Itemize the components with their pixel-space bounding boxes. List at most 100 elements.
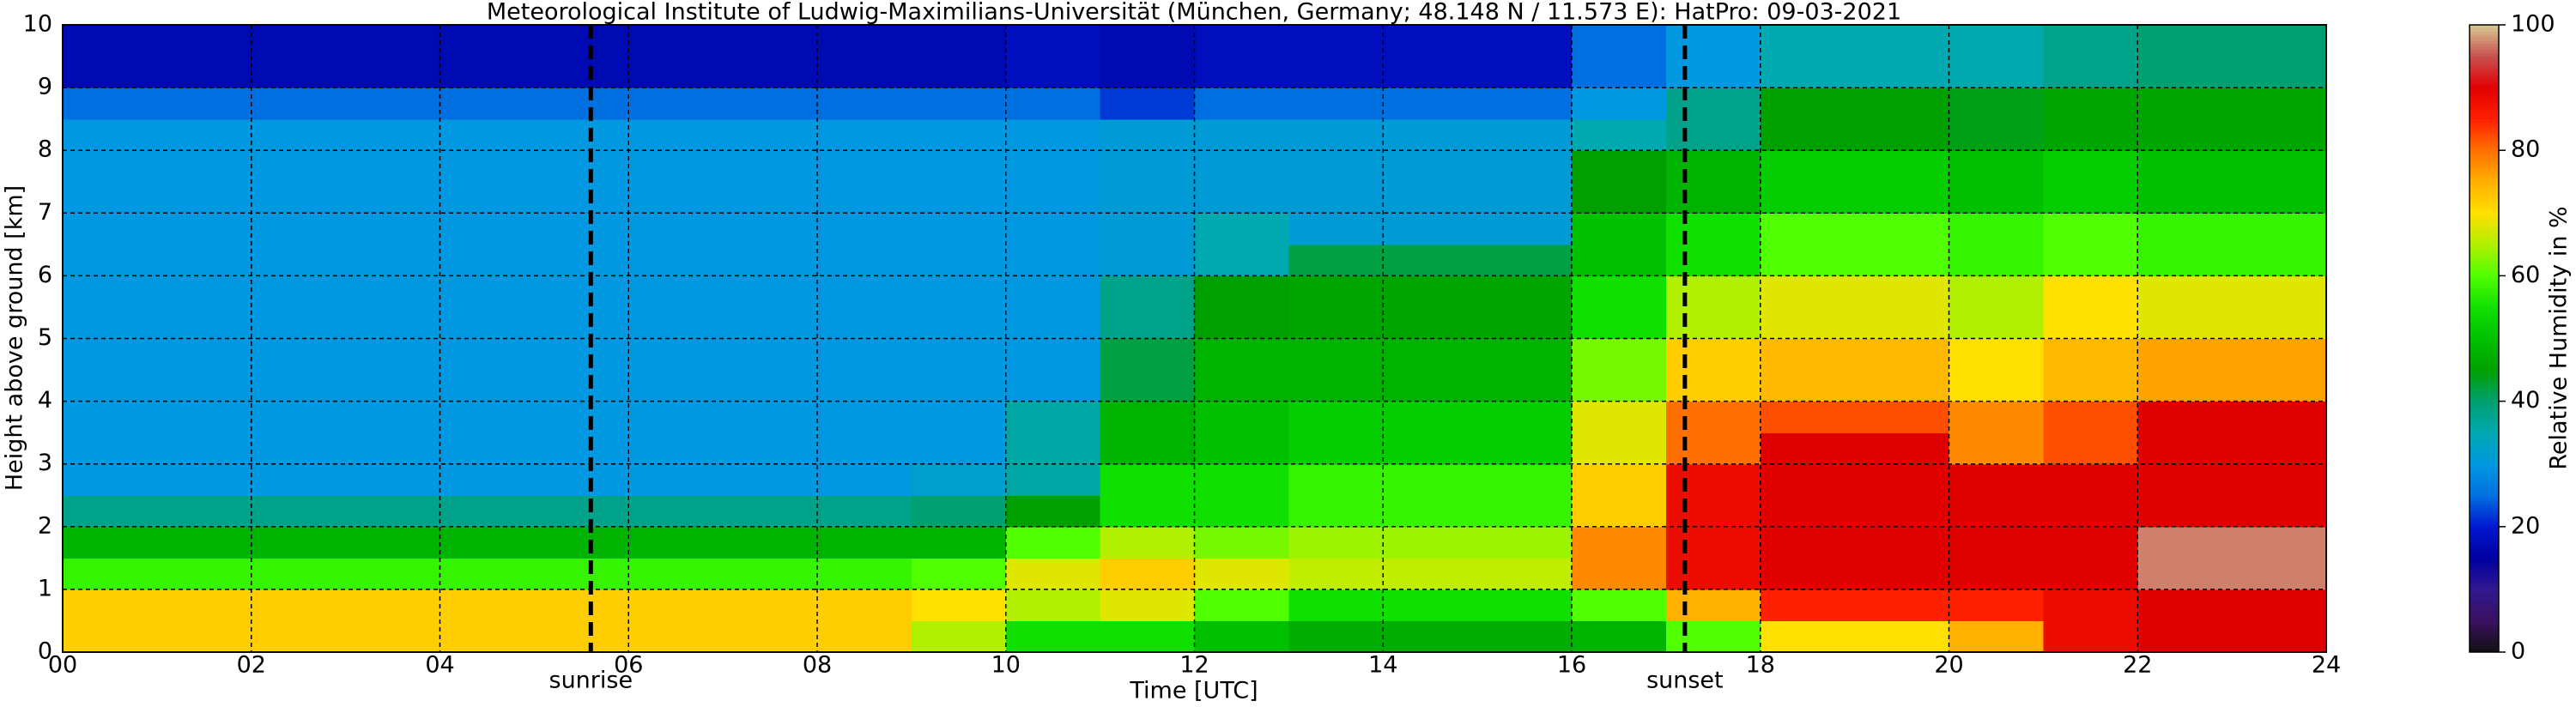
- heat-cell: [1477, 370, 1573, 402]
- heat-cell: [1665, 25, 1761, 57]
- colorbar-segment: [2470, 115, 2499, 120]
- heat-cell: [628, 25, 724, 57]
- heat-cell: [1665, 495, 1761, 528]
- heat-cell: [1949, 306, 2044, 340]
- heat-cell: [156, 306, 252, 340]
- heat-cell: [1477, 181, 1573, 214]
- heat-cell: [723, 25, 818, 57]
- colorbar-segment: [2470, 639, 2499, 644]
- colorbar-segment: [2470, 128, 2499, 132]
- y-tick-label: 10: [23, 11, 52, 38]
- colorbar-segment: [2470, 46, 2499, 51]
- heat-cell: [2232, 401, 2327, 433]
- heat-cell: [2137, 25, 2233, 57]
- colorbar-segment: [2470, 190, 2499, 195]
- heat-cell: [1949, 526, 2044, 559]
- heat-cell: [723, 213, 818, 245]
- heat-cell: [2232, 620, 2327, 653]
- colorbar-segment: [2470, 492, 2499, 496]
- heat-cell: [2137, 88, 2233, 120]
- heat-cell: [1477, 338, 1573, 371]
- colorbar-segment: [2470, 156, 2499, 160]
- heat-cell: [911, 589, 1007, 622]
- heat-cell: [2043, 401, 2138, 433]
- heat-cell: [911, 56, 1007, 88]
- colorbar-segment: [2470, 611, 2499, 615]
- heat-cell: [1760, 213, 1856, 245]
- plot-frame: [62, 24, 2327, 653]
- heat-cell: [1194, 370, 1289, 402]
- heat-cell: [251, 213, 347, 245]
- heat-cell: [817, 495, 912, 528]
- heat-cell: [817, 620, 912, 653]
- heat-cell: [1572, 244, 1667, 276]
- heat-cell: [1949, 88, 2044, 120]
- colorbar-segment: [2470, 410, 2499, 414]
- heat-cell: [1760, 370, 1856, 402]
- heat-cell: [1383, 275, 1478, 308]
- heat-cell: [1477, 244, 1573, 276]
- heat-cell: [723, 118, 818, 151]
- colorbar-segment: [2470, 586, 2499, 590]
- heat-cell: [723, 401, 818, 433]
- colorbar-segment: [2470, 272, 2499, 276]
- heat-cell: [1288, 338, 1384, 371]
- colorbar-segment: [2470, 376, 2499, 380]
- colorbar-segment: [2470, 232, 2499, 236]
- heat-cell: [1194, 25, 1289, 57]
- colorbar-segment: [2470, 624, 2499, 628]
- heat-cell: [1665, 558, 1761, 590]
- heat-cell: [1194, 181, 1289, 214]
- colorbar-segment: [2470, 488, 2499, 493]
- x-tick-label: 00: [48, 652, 77, 679]
- colorbar-segment: [2470, 225, 2499, 230]
- heat-cell: [1288, 88, 1384, 120]
- heat-cell: [1572, 558, 1667, 590]
- heat-cell: [63, 244, 158, 276]
- y-tick-label: 1: [38, 575, 52, 601]
- colorbar-segment: [2470, 50, 2499, 54]
- colorbar-segment: [2470, 605, 2499, 609]
- heat-cell: [1665, 56, 1761, 88]
- heat-cell: [439, 118, 535, 151]
- colorbar-segment: [2470, 137, 2499, 142]
- colorbar-segment: [2470, 122, 2499, 126]
- heat-cell: [1005, 338, 1101, 371]
- heat-cell: [1760, 620, 1856, 653]
- heat-cell: [2137, 495, 2233, 528]
- heat-cell: [723, 244, 818, 276]
- heat-cell: [1760, 401, 1856, 433]
- colorbar-segment: [2470, 37, 2499, 41]
- heat-cell: [1100, 150, 1196, 183]
- heat-cell: [439, 432, 535, 465]
- colorbar-segment: [2470, 118, 2499, 123]
- heat-cell: [63, 88, 158, 120]
- heat-cell: [2043, 526, 2138, 559]
- colorbar-segment: [2470, 372, 2499, 377]
- heat-cell: [1100, 463, 1196, 496]
- colorbar-segment: [2470, 533, 2499, 537]
- heat-cell: [156, 118, 252, 151]
- heat-cell: [1477, 620, 1573, 653]
- colorbar-segment: [2470, 94, 2499, 98]
- heat-cell: [817, 306, 912, 340]
- heat-cell: [911, 25, 1007, 57]
- y-tick-label: 6: [38, 262, 52, 288]
- heat-cell: [1194, 306, 1289, 340]
- heat-cell: [1005, 244, 1101, 276]
- x-tick-label: 06: [614, 652, 643, 679]
- heat-cell: [1760, 181, 1856, 214]
- x-tick-label: 22: [2123, 652, 2152, 679]
- heat-cell: [534, 181, 629, 214]
- colorbar-segment: [2470, 147, 2499, 151]
- heat-cell: [345, 432, 441, 465]
- colorbar-segment: [2470, 382, 2499, 386]
- colorbar-segment: [2470, 313, 2499, 317]
- heat-cell: [1194, 526, 1289, 559]
- heat-cell: [156, 338, 252, 371]
- heat-cell: [251, 88, 347, 120]
- heat-cell: [251, 558, 347, 590]
- colorbar-segment: [2470, 507, 2499, 512]
- heat-cell: [1005, 558, 1101, 590]
- heat-cell: [1383, 213, 1478, 245]
